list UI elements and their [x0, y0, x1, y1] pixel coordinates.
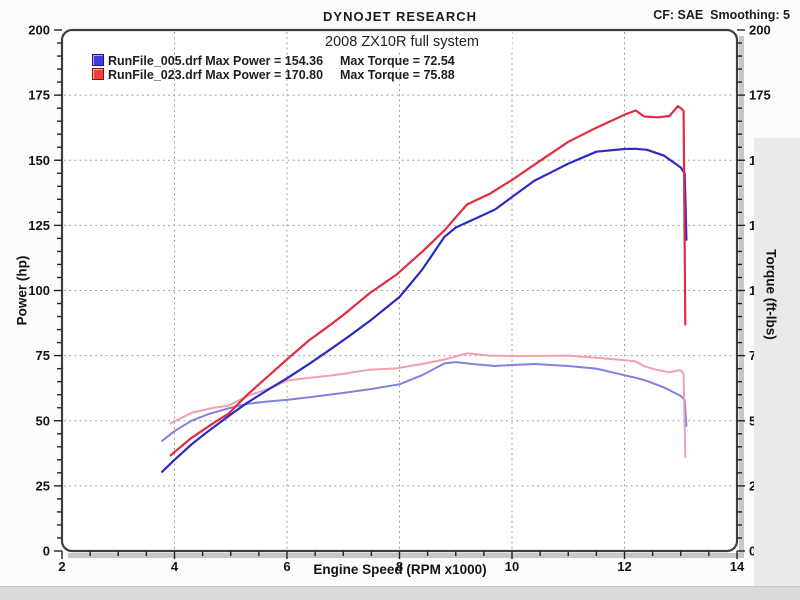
legend-max-power-text: RunFile_005.drf Max Power = 154.36: [108, 54, 324, 68]
legend-row-run-0: RunFile_005.drf Max Power = 154.36 Max To…: [92, 54, 455, 68]
y-tick-label-left: 100: [28, 283, 50, 298]
torque-curve-run-1: [169, 352, 687, 459]
run-title: 2008 ZX10R full system: [292, 32, 512, 52]
x-axis-label: Engine Speed (RPM x1000): [313, 562, 487, 577]
x-tick-label: 4: [171, 559, 179, 574]
y-tick-label-left: 25: [36, 478, 50, 493]
y-axis-label-torque: Torque (ft-lbs): [763, 249, 779, 340]
y-tick-label-right: 175: [749, 88, 771, 103]
y-tick-label-left: 0: [43, 544, 50, 559]
legend-max-torque-text: Max Torque = 72.54: [340, 54, 455, 68]
legend: RunFile_005.drf Max Power = 154.36 Max To…: [92, 54, 455, 82]
power-curve-run-1: [169, 104, 687, 457]
scan-edge-bottom: [0, 586, 800, 600]
y-tick-label-right: 200: [749, 23, 771, 38]
x-tick-label: 12: [617, 559, 631, 574]
y-tick-label-left: 50: [36, 413, 50, 428]
y-tick-label-left: 125: [28, 218, 50, 233]
x-tick-label: 14: [730, 559, 745, 574]
correction-smoothing-label: CF: SAE Smoothing: 5: [653, 8, 790, 22]
frame-shadow-right: [739, 36, 744, 557]
x-tick-label: 2: [58, 559, 65, 574]
scan-edge-right: [754, 138, 800, 586]
legend-swatch-icon: [92, 68, 104, 80]
brand-title: DYNOJET RESEARCH: [323, 9, 477, 24]
x-tick-label: 6: [283, 559, 290, 574]
legend-swatch-icon: [92, 54, 104, 66]
legend-row-run-1: RunFile_023.drf Max Power = 170.80 Max To…: [92, 68, 455, 82]
x-tick-label: 10: [505, 559, 519, 574]
y-axis-label-power: Power (hp): [14, 255, 30, 326]
x-tick-label: 8: [396, 559, 403, 574]
y-tick-label-right: 0: [749, 544, 756, 559]
legend-max-power-text: RunFile_023.drf Max Power = 170.80: [108, 68, 324, 82]
y-tick-label-left: 200: [28, 23, 50, 38]
frame-shadow-bottom: [68, 553, 744, 558]
power-curve-run-0: [161, 147, 688, 473]
y-tick-label-left: 150: [28, 153, 50, 168]
y-tick-label-left: 175: [28, 88, 50, 103]
legend-max-torque-text: Max Torque = 75.88: [340, 68, 455, 82]
y-tick-label-left: 75: [36, 348, 50, 363]
